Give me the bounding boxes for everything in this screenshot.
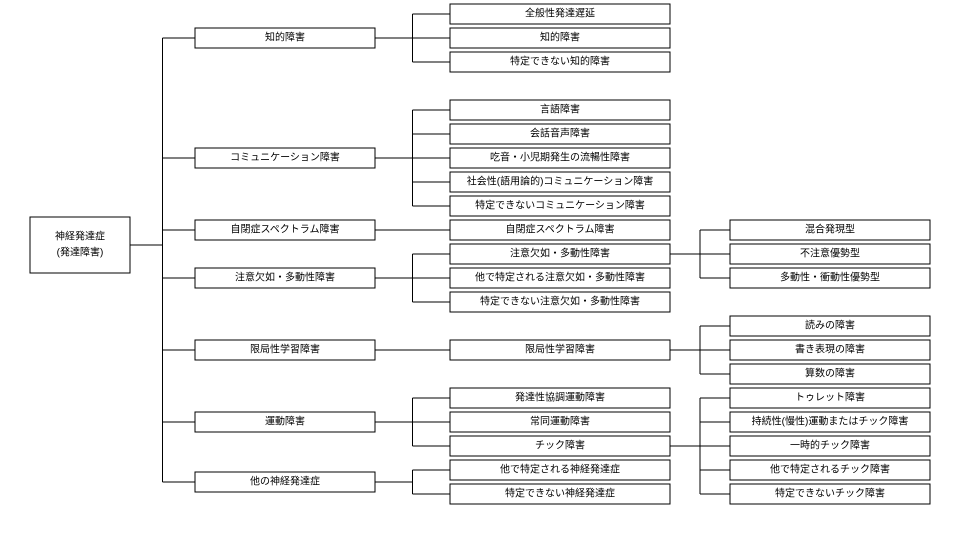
l4-label: 多動性・衝動性優勢型 (780, 271, 880, 284)
l3-label: 全般性発達遅延 (525, 7, 595, 20)
l3-label: 特定できない注意欠如・多動性障害 (480, 295, 640, 308)
l4-label: トゥレット障害 (795, 391, 865, 404)
l3-label: 常同運動障害 (530, 415, 590, 428)
l3-label: 社会性(語用論的)コミュニケーション障害 (467, 175, 653, 188)
l4-label: 一時的チック障害 (790, 439, 870, 452)
l3-label: 会話音声障害 (530, 127, 590, 140)
l3-label: 限局性学習障害 (525, 343, 595, 356)
l2-label: 他の神経発達症 (250, 475, 320, 488)
l4-label: 読みの障害 (805, 319, 855, 332)
l4-label: 他で特定されるチック障害 (770, 463, 890, 476)
l3-label: 他で特定される神経発達症 (500, 463, 620, 476)
root-label-2: (発達障害) (57, 246, 104, 259)
l4-label: 書き表現の障害 (795, 343, 865, 356)
root-node (30, 217, 130, 273)
l3-label: 特定できないコミュニケーション障害 (475, 199, 645, 212)
l3-label: 発達性協調運動障害 (515, 391, 605, 404)
l4-label: 算数の障害 (805, 367, 855, 380)
l4-label: 不注意優勢型 (800, 247, 860, 260)
l3-label: 自閉症スペクトラム障害 (506, 223, 615, 236)
l3-label: 吃音・小児期発生の流暢性障害 (490, 151, 630, 164)
l3-label: チック障害 (535, 439, 585, 452)
l2-label: 知的障害 (265, 31, 305, 44)
l3-label: 言語障害 (540, 103, 580, 116)
l2-label: 自閉症スペクトラム障害 (231, 223, 340, 236)
l2-label: 運動障害 (265, 415, 305, 428)
l3-label: 特定できない知的障害 (510, 55, 610, 68)
l4-label: 特定できないチック障害 (775, 487, 885, 500)
l2-label: 限局性学習障害 (250, 343, 320, 356)
l3-label: 知的障害 (540, 31, 580, 44)
l4-label: 混合発現型 (805, 223, 855, 236)
root-label-1: 神経発達症 (55, 230, 105, 243)
l4-label: 持続性(慢性)運動またはチック障害 (752, 415, 909, 428)
tree-diagram: 神経発達症(発達障害)知的障害コミュニケーション障害自閉症スペクトラム障害注意欠… (0, 0, 960, 540)
l2-label: コミュニケーション障害 (230, 151, 340, 164)
l3-label: 特定できない神経発達症 (505, 487, 615, 500)
l3-label: 注意欠如・多動性障害 (510, 247, 610, 260)
l3-label: 他で特定される注意欠如・多動性障害 (475, 271, 645, 284)
l2-label: 注意欠如・多動性障害 (235, 271, 335, 284)
